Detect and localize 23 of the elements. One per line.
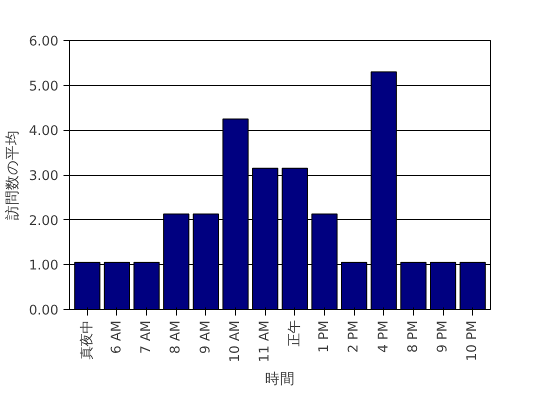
x-tick-label: 10 AM [228,320,244,362]
x-tick-label: 2 PM [346,320,362,353]
x-tick-label: 6 AM [109,320,124,354]
x-tick-label: 8 PM [406,320,421,353]
x-tick-label: 正午 [287,320,302,346]
y-axis-title: 訪問数の平均 [4,130,21,220]
x-tick-label: 8 AM [168,320,184,354]
x-tick-label: 10 PM [465,320,480,362]
x-tick-label: 1 PM [316,320,332,353]
x-tick-label: 7 AM [139,320,154,354]
y-tick-label: 2.00 [28,214,59,229]
y-tick-label: 4.00 [28,124,59,140]
y-tick-label: 3.00 [28,169,59,184]
x-tick-label: 真夜中 [78,320,95,360]
x-tick-label: 11 AM [258,320,273,362]
y-tick-label: 0.00 [28,304,59,318]
x-axis-title: 時間 [265,370,295,388]
y-tick-label: 6.00 [28,34,59,50]
y-tick-label: 5.00 [28,79,59,94]
y-tick-label: 1.00 [28,258,59,274]
x-tick-label: 4 PM [376,320,392,353]
x-tick-label: 9 PM [436,320,451,353]
x-tick-label: 9 AM [198,320,214,354]
